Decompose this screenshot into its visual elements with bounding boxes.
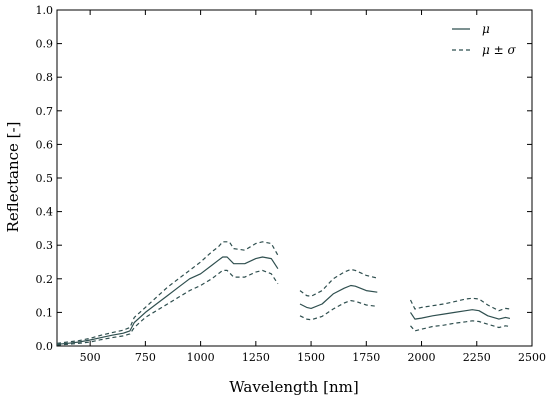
series-lines — [56, 241, 511, 346]
x-tick-label: 750 — [135, 351, 156, 364]
legend: μ μ ± σ — [452, 22, 516, 57]
y-tick-label: 0.3 — [36, 239, 54, 252]
y-tick-label: 1.0 — [36, 4, 54, 17]
y-tick-label: 0.7 — [36, 105, 54, 118]
y-axis-title: Reflectance [-] — [4, 122, 22, 233]
x-tick-label: 1500 — [297, 351, 325, 364]
y-tick-label: 0.2 — [36, 273, 54, 286]
legend-label: μ ± σ — [482, 43, 516, 57]
series-line-dashed — [56, 241, 279, 344]
x-tick-label: 500 — [80, 351, 101, 364]
y-tick-label: 0.5 — [36, 172, 54, 185]
x-axis-ticks: 500 750 1000 1250 1500 1750 2000 2250 2500 — [80, 10, 546, 364]
plot-frame — [56, 9, 533, 347]
y-tick-label: 0.1 — [36, 306, 54, 319]
series-line-dashed — [299, 300, 378, 321]
series-line-dashed — [299, 268, 378, 297]
plot-area — [56, 9, 533, 347]
x-tick-label: 1250 — [242, 351, 270, 364]
x-tick-label: 2500 — [518, 351, 546, 364]
y-tick-label: 0.4 — [36, 206, 54, 219]
x-axis-title: Wavelength [nm] — [229, 378, 358, 396]
x-tick-label: 2000 — [408, 351, 436, 364]
x-tick-label: 1000 — [187, 351, 215, 364]
series-line-dashed — [410, 320, 510, 332]
x-tick-label: 2250 — [463, 351, 491, 364]
y-tick-label: 0.0 — [36, 340, 54, 353]
y-tick-label: 0.6 — [36, 138, 54, 151]
series-line-dashed — [409, 297, 510, 312]
x-tick-label: 1750 — [352, 351, 380, 364]
y-tick-label: 0.9 — [36, 38, 54, 51]
series-line-mean — [409, 309, 511, 320]
series-line-mean — [299, 284, 378, 309]
series-line-mean — [56, 256, 279, 345]
y-axis-ticks: 0.0 0.1 0.2 0.3 0.4 0.5 0.6 0.7 0.8 0.9 1.0 — [36, 4, 532, 353]
series-line-dashed — [56, 269, 279, 346]
legend-label: μ — [482, 22, 490, 36]
y-tick-label: 0.8 — [36, 71, 54, 84]
